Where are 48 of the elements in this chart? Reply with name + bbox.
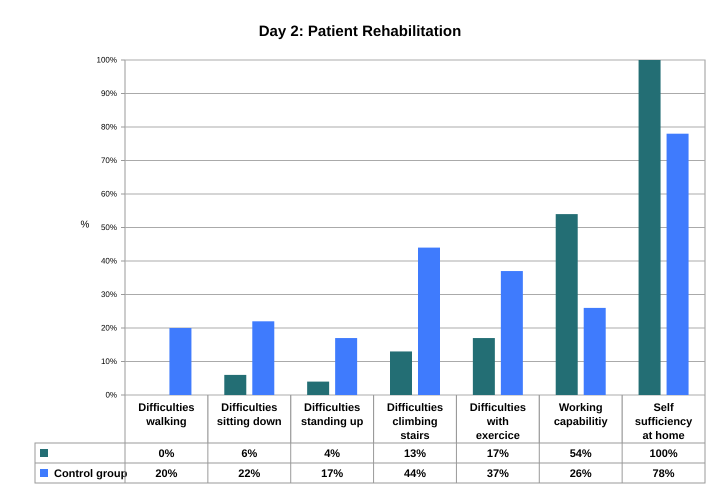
data-label: 22% [238, 468, 261, 480]
data-label: 0% [158, 448, 175, 460]
data-label: 6% [241, 448, 258, 460]
data-label: 54% [570, 448, 592, 460]
bar [224, 374, 246, 395]
bar [418, 248, 440, 395]
y-tick-label: 10% [100, 357, 117, 366]
x-tick-label: Working capabilitiy [554, 402, 608, 428]
y-tick-label: 0% [105, 390, 117, 400]
bar [169, 328, 192, 395]
data-label: 26% [570, 468, 592, 480]
y-tick-label: 60% [100, 190, 117, 199]
x-tick-label: Difficulties with exercice [470, 402, 526, 442]
data-label: 100% [650, 448, 678, 460]
data-label: 4% [324, 448, 340, 460]
bar [556, 214, 578, 395]
y-tick-label: 20% [100, 324, 117, 333]
y-tick-label: 80% [100, 122, 117, 132]
data-label: 20% [155, 468, 178, 480]
bar [584, 308, 606, 395]
bar [472, 338, 495, 395]
bar [500, 271, 523, 395]
bar [390, 351, 412, 395]
x-tick-label: Difficulties walking [138, 402, 195, 428]
y-tick-label: 70% [100, 156, 117, 166]
data-label: 17% [321, 468, 344, 480]
x-tick-label: Difficulties climbing stairs [386, 402, 444, 442]
chart-title: Day 2: Patient Rehabilitation [258, 23, 462, 40]
bar [307, 382, 330, 395]
y-tick-label: 40% [100, 256, 117, 266]
x-tick-label: Difficulties sitting down [216, 402, 282, 428]
data-label: 78% [652, 468, 675, 480]
y-tick-label: 30% [100, 290, 117, 300]
y-axis-title: % [80, 220, 90, 230]
bar [638, 60, 661, 395]
bar [666, 134, 689, 395]
y-tick-label: 100% [96, 56, 117, 65]
data-label: 44% [404, 468, 426, 480]
data-label: 17% [486, 448, 510, 460]
data-label: 13% [404, 448, 426, 460]
y-tick-label: 50% [100, 223, 117, 232]
legend-label: Control group [54, 468, 128, 480]
bar [252, 321, 274, 395]
y-tick-label: 90% [100, 89, 117, 98]
x-tick-label: Difficulties standing up [300, 402, 364, 428]
bar [335, 338, 358, 395]
x-tick-label: Self sufficiency at home [634, 402, 694, 442]
data-label: 37% [486, 468, 510, 480]
